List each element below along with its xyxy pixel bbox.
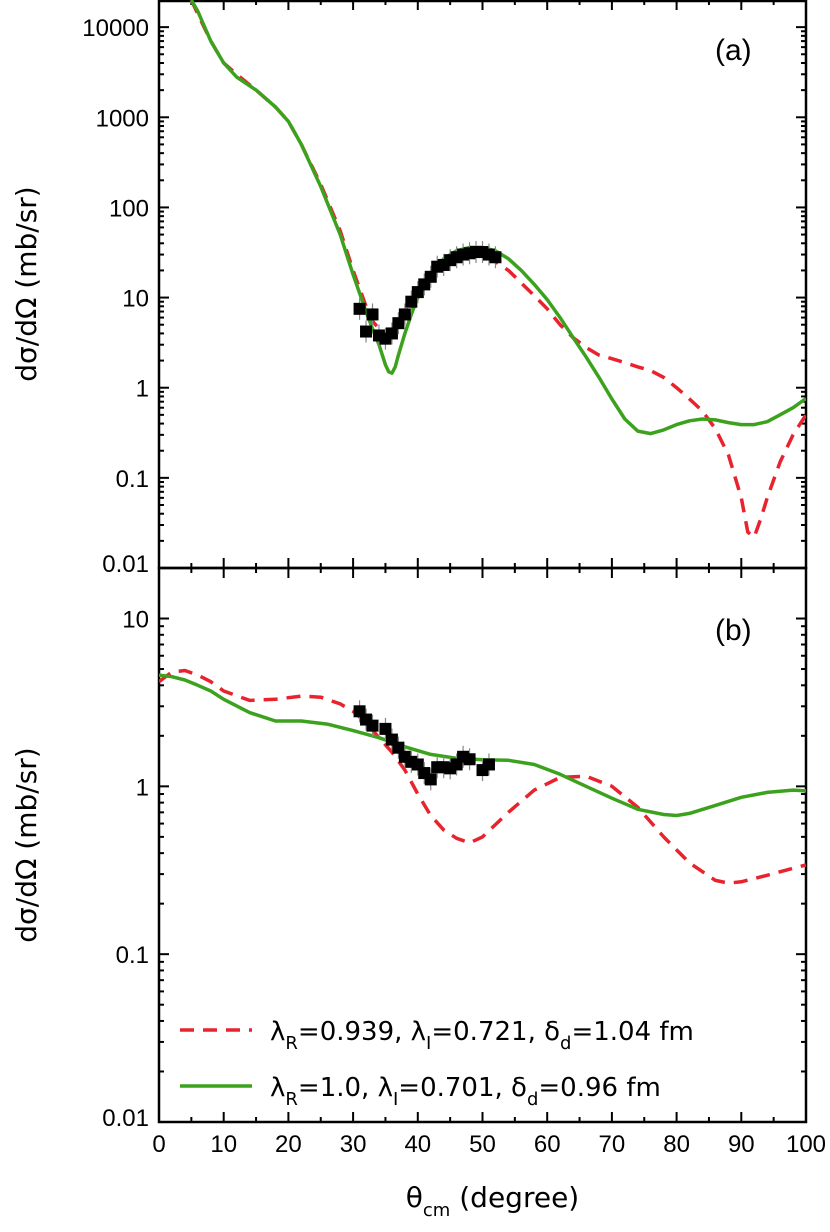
y-tick-label: 1 — [136, 774, 149, 801]
y-tick-label: 0.01 — [102, 551, 149, 578]
data-point — [360, 325, 373, 338]
data-point — [424, 270, 437, 283]
panel-b: 0.01 0.1 1 10 dσ/dΩ (mb/sr) (b) — [10, 566, 808, 1132]
x-tick-label: 50 — [469, 1131, 496, 1158]
data-point — [385, 327, 398, 340]
data-point — [353, 302, 366, 315]
series-solid — [189, 0, 806, 436]
legend-label-solid: λR=1.0, λI=0.701, δd=0.96 fm — [270, 1073, 661, 1110]
data-point — [379, 722, 392, 735]
x-tick-label: 90 — [728, 1131, 755, 1158]
data-point — [405, 295, 418, 308]
series-dashed — [159, 668, 806, 885]
data-point — [366, 308, 379, 321]
y-tick-label: 10 — [122, 607, 149, 634]
y-tick-label: 0.1 — [116, 942, 149, 969]
y-tick-label: 10000 — [82, 15, 149, 42]
x-tick-label: 10 — [210, 1131, 237, 1158]
y-tick-label: 100 — [109, 195, 149, 222]
y-tick-label: 0.01 — [102, 1105, 149, 1132]
y-tick-label: 1000 — [96, 105, 149, 132]
panel-label: (a) — [715, 34, 752, 67]
x-axis-title: θcm (degree) — [406, 1181, 579, 1221]
x-tick-label: 30 — [340, 1131, 367, 1158]
data-point — [366, 719, 379, 732]
y-axis-title: dσ/dΩ (mb/sr) — [10, 186, 43, 381]
data-point — [482, 758, 495, 771]
legend-label-dashed: λR=0.939, λI=0.721, δd=1.04 fm — [270, 1017, 694, 1054]
data-point — [450, 251, 463, 264]
y-tick-label: 10 — [122, 286, 149, 313]
x-tick-label: 80 — [663, 1131, 690, 1158]
x-axis: 0 10 20 30 40 50 60 70 80 90 100 θcm (degree) — [152, 1131, 826, 1221]
legend: λR=0.939, λI=0.721, δd=1.04 fm λR=1.0, λI… — [180, 1017, 694, 1110]
plot-frame-a — [157, 0, 808, 570]
y-tick-label: 1 — [136, 376, 149, 403]
x-tick-label: 0 — [152, 1131, 165, 1158]
y-tick-label: 0.1 — [116, 466, 149, 493]
panel-a: 0.01 0.1 1 10 100 1000 10000 dσ/dΩ (mb/sr) (a) — [10, 0, 808, 578]
x-tick-label: 100 — [786, 1131, 826, 1158]
data-point — [489, 251, 502, 264]
data-point — [392, 741, 405, 754]
y-axis-title: dσ/dΩ (mb/sr) — [10, 747, 43, 942]
x-tick-label: 60 — [534, 1131, 561, 1158]
x-tick-label: 20 — [275, 1131, 302, 1158]
data-point — [398, 308, 411, 321]
data-point — [463, 753, 476, 766]
x-tick-label: 70 — [599, 1131, 626, 1158]
series-dashed — [189, 0, 806, 539]
x-tick-label: 40 — [404, 1131, 431, 1158]
panel-label: (b) — [715, 614, 752, 647]
data-point — [424, 773, 437, 786]
series-solid — [159, 673, 806, 818]
